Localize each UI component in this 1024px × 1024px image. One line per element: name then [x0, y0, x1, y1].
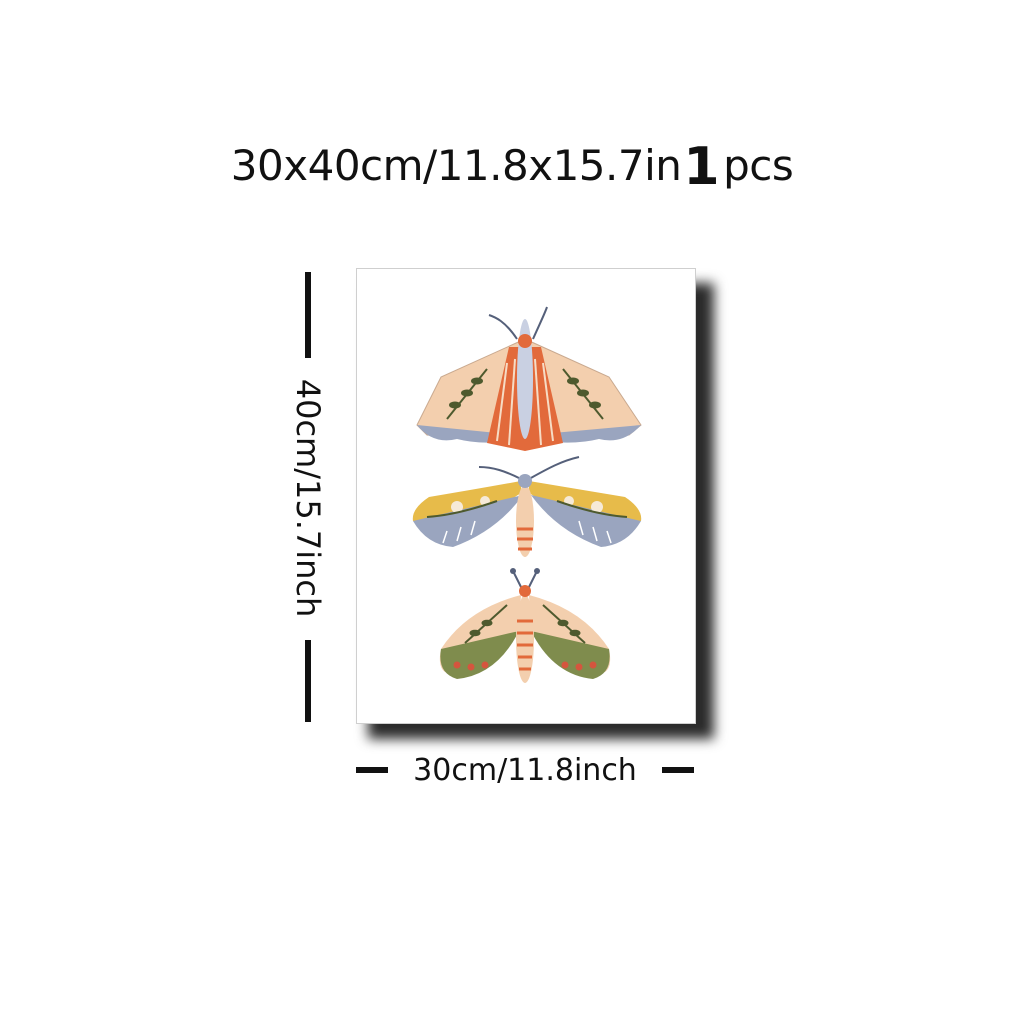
moth-1: [416, 306, 642, 451]
width-dimension-line-left: [356, 767, 388, 773]
width-dimension-line-right: [662, 767, 694, 773]
moth-3: [439, 568, 611, 683]
quantity-number: 1: [683, 137, 720, 197]
height-dimension-line-top: [305, 272, 311, 358]
product-size-title: 30x40cm/11.8x15.7in1pcs: [0, 138, 1024, 195]
height-dimension-line-bottom: [305, 640, 311, 722]
moth-2: [412, 456, 642, 557]
quantity-unit: pcs: [723, 141, 794, 190]
size-text: 30x40cm/11.8x15.7in: [230, 141, 682, 190]
height-label-text: 40cm/15.7inch: [289, 378, 327, 618]
moth-poster-artwork: [356, 268, 696, 724]
width-dimension-label: 30cm/11.8inch: [413, 753, 637, 788]
moth-illustration: [412, 306, 642, 683]
